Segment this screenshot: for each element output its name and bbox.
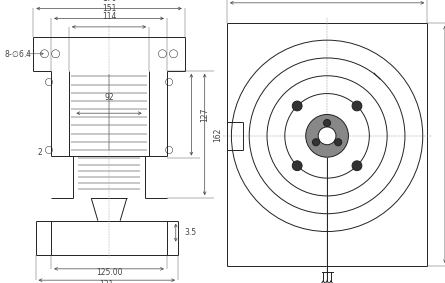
Text: 151: 151	[102, 4, 116, 13]
Text: 3.5: 3.5	[185, 228, 197, 237]
Text: 8-$\varnothing$6.4: 8-$\varnothing$6.4	[4, 48, 32, 59]
Text: 170: 170	[102, 0, 116, 3]
Circle shape	[312, 139, 320, 146]
Circle shape	[306, 115, 348, 157]
Circle shape	[335, 139, 342, 146]
Circle shape	[292, 161, 302, 171]
Text: 2: 2	[38, 148, 42, 157]
Circle shape	[292, 101, 302, 111]
Text: 127: 127	[200, 108, 209, 122]
Text: 114: 114	[102, 12, 116, 21]
Text: 131: 131	[100, 280, 114, 283]
Circle shape	[352, 101, 362, 111]
Text: 162: 162	[214, 127, 222, 142]
Circle shape	[318, 127, 336, 145]
Text: 92: 92	[104, 93, 114, 102]
Circle shape	[324, 119, 331, 127]
Text: 125.00: 125.00	[96, 268, 122, 277]
Circle shape	[352, 161, 362, 171]
